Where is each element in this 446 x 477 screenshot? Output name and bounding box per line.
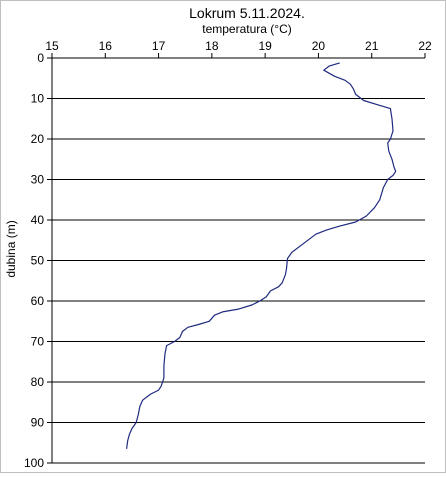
x-tick-label-16: 16 bbox=[99, 39, 113, 53]
series-line-0 bbox=[126, 62, 397, 449]
axes bbox=[47, 53, 426, 464]
y-tick-label-10: 10 bbox=[31, 92, 45, 106]
y-tick-label-30: 30 bbox=[31, 173, 45, 187]
gridlines bbox=[52, 98, 425, 464]
y-tick-label-90: 90 bbox=[31, 416, 45, 430]
y-tick-label-50: 50 bbox=[31, 254, 45, 268]
y-tick-label-0: 0 bbox=[37, 51, 44, 65]
y-tick-label-80: 80 bbox=[31, 375, 45, 389]
y-tick-label-60: 60 bbox=[31, 294, 45, 308]
x-tick-label-21: 21 bbox=[365, 39, 379, 53]
y-axis-title: dubina (m) bbox=[4, 220, 18, 277]
y-tick-label-70: 70 bbox=[31, 335, 45, 349]
y-tick-label-100: 100 bbox=[24, 456, 44, 470]
x-tick-label-19: 19 bbox=[258, 39, 272, 53]
chart-title: Lokrum 5.11.2024. bbox=[189, 5, 305, 21]
tick-labels: 15 16 17 18 19 20 21 22 0 10 20 30 40 50 60 70 80 90 100 bbox=[24, 39, 432, 470]
x-tick-label-17: 17 bbox=[152, 39, 166, 53]
x-tick-label-18: 18 bbox=[205, 39, 219, 53]
x-tick-label-20: 20 bbox=[312, 39, 326, 53]
x-tick-label-15: 15 bbox=[45, 39, 59, 53]
series bbox=[126, 62, 397, 449]
x-axis-title: temperatura (°C) bbox=[202, 22, 292, 36]
y-tick-label-40: 40 bbox=[31, 213, 45, 227]
y-tick-label-20: 20 bbox=[31, 132, 45, 146]
x-tick-label-22: 22 bbox=[418, 39, 432, 53]
